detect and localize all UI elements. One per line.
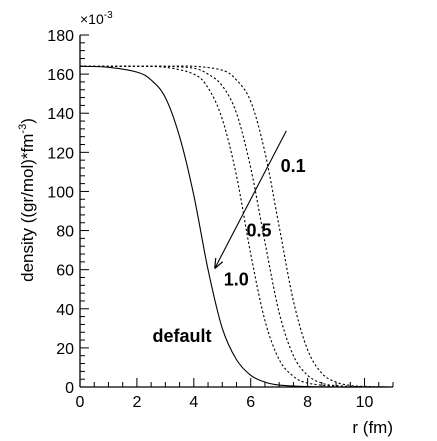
y-axis-label-exponent: -3	[17, 124, 29, 134]
y-axis-label-close: )	[18, 118, 37, 124]
y-scale-factor: ×10-3	[80, 10, 113, 27]
x-axis-label: r (fm)	[352, 418, 393, 437]
x-tick-label: 6	[246, 394, 255, 411]
curve-annotation-0-1: 0.1	[281, 156, 306, 176]
curve-annotation-0-5: 0.5	[246, 220, 271, 240]
y-tick-label: 160	[47, 67, 74, 84]
y-tick-label: 80	[56, 224, 74, 241]
y-axis-label-main: density ((gr/mol)*fm	[18, 134, 37, 282]
y-tick-label: 20	[56, 341, 74, 358]
y-tick-label: 100	[47, 184, 74, 201]
y-axis-label: density ((gr/mol)*fm-3)	[17, 118, 37, 282]
y-tick-label: 40	[56, 302, 74, 319]
y-scale-exponent: -3	[104, 10, 113, 21]
y-tick-label: 0	[65, 380, 74, 397]
x-tick-label: 4	[189, 394, 198, 411]
series-line-0-5	[80, 65, 394, 388]
y-tick-label: 180	[47, 28, 74, 45]
label-layer: 0.1 0.5 1.0 default	[153, 156, 306, 346]
y-scale-base: ×10	[80, 11, 104, 27]
x-tick-label: 8	[303, 394, 312, 411]
trend-arrow	[215, 130, 287, 268]
y-tick-label: 140	[47, 106, 74, 123]
curve-annotation-1-0: 1.0	[224, 269, 249, 289]
y-tick-label: 60	[56, 263, 74, 280]
x-tick-label: 0	[76, 394, 85, 411]
x-tick-label: 2	[132, 394, 141, 411]
curve-annotation-default: default	[153, 326, 212, 346]
arrow-layer	[215, 130, 287, 268]
series-line-0-1	[80, 65, 394, 388]
x-tick-label: 10	[356, 394, 374, 411]
y-tick-label: 120	[47, 145, 74, 162]
